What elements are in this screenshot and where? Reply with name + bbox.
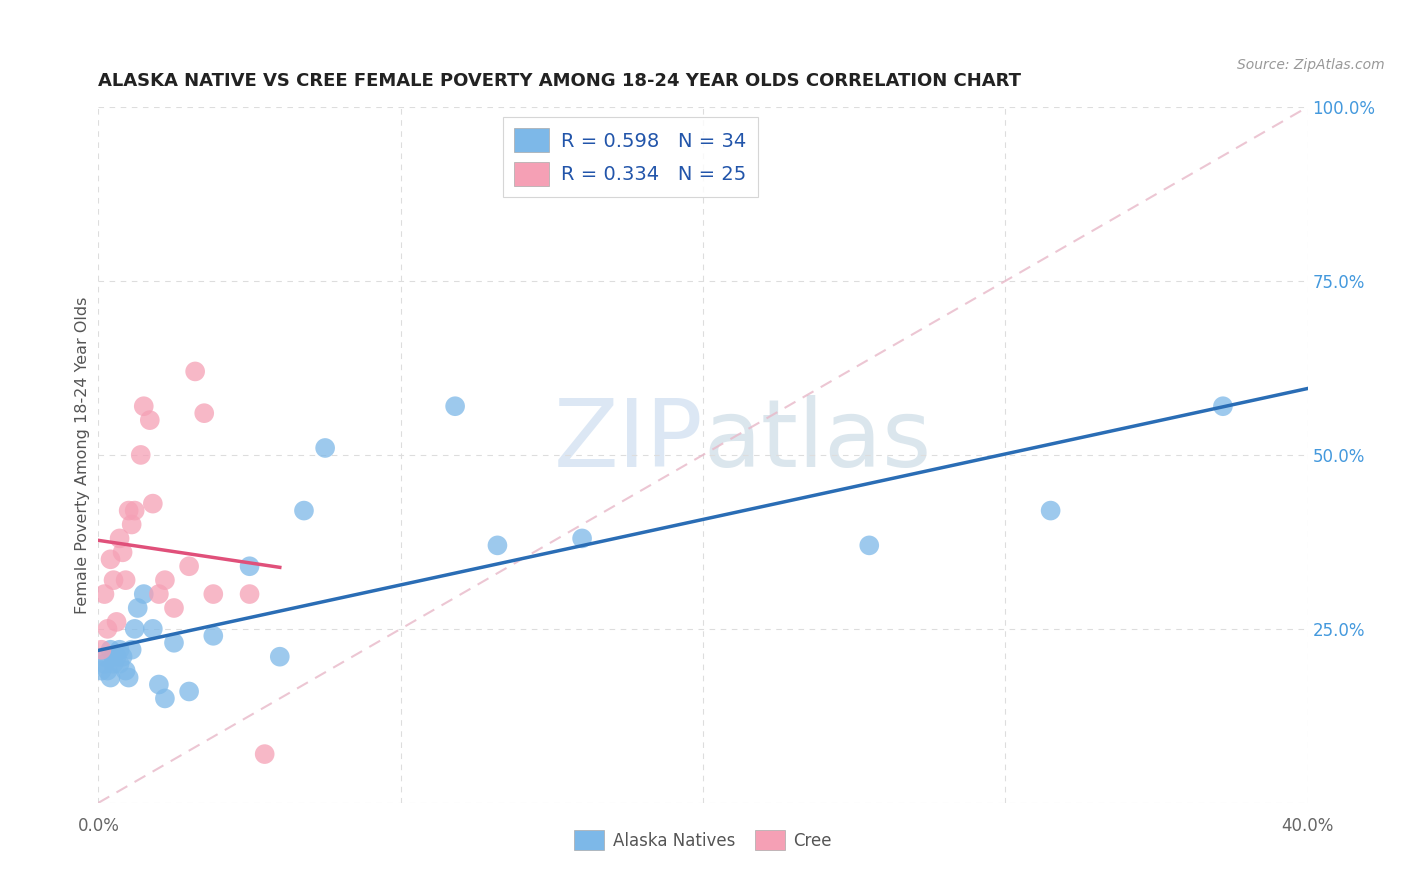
Text: ZIP: ZIP (554, 395, 703, 487)
Point (253, 747, 276, 761)
Point (100, 642, 122, 657)
Point (163, 636, 186, 650)
Point (148, 587, 170, 601)
Point (292, 503, 315, 517)
Point (1039, 503, 1062, 517)
Point (100, 671, 122, 685)
Text: ALASKA NATIVE VS CREE FEMALE POVERTY AMONG 18-24 YEAR OLDS CORRELATION CHART: ALASKA NATIVE VS CREE FEMALE POVERTY AMO… (98, 72, 1021, 90)
Point (121, 642, 143, 657)
Point (129, 448, 152, 462)
Y-axis label: Female Poverty Among 18-24 Year Olds: Female Poverty Among 18-24 Year Olds (75, 296, 90, 614)
Point (148, 677, 170, 691)
Point (108, 657, 131, 671)
Point (142, 622, 165, 636)
Point (239, 587, 262, 601)
Point (153, 691, 176, 706)
Point (96, 622, 118, 636)
Point (108, 532, 131, 546)
Point (269, 649, 291, 664)
Point (105, 649, 128, 664)
Legend: Alaska Natives, Cree: Alaska Natives, Cree (568, 823, 838, 857)
Point (103, 657, 125, 671)
Point (163, 601, 186, 615)
Point (93, 649, 115, 664)
Point (202, 587, 225, 601)
Point (193, 406, 215, 420)
Point (93, 587, 115, 601)
Point (118, 503, 141, 517)
Point (486, 538, 509, 552)
Text: atlas: atlas (703, 395, 931, 487)
Point (858, 538, 880, 552)
Point (124, 622, 146, 636)
Point (111, 545, 134, 559)
Point (132, 587, 155, 601)
Point (179, 559, 201, 574)
Point (121, 517, 143, 532)
Point (93, 657, 115, 671)
Point (111, 649, 134, 664)
Point (90, 664, 112, 678)
Point (202, 629, 225, 643)
Point (103, 649, 125, 664)
Point (184, 364, 207, 378)
Point (132, 399, 155, 413)
Point (118, 671, 141, 685)
Point (571, 532, 593, 546)
Point (239, 559, 262, 574)
Point (139, 413, 162, 427)
Text: Source: ZipAtlas.com: Source: ZipAtlas.com (1237, 58, 1385, 72)
Point (108, 642, 131, 657)
Point (314, 441, 336, 455)
Point (142, 497, 165, 511)
Point (153, 573, 176, 587)
Point (127, 601, 149, 615)
Point (96, 664, 118, 678)
Point (114, 573, 136, 587)
Point (179, 684, 201, 698)
Point (124, 503, 146, 517)
Point (444, 399, 467, 413)
Point (1212, 399, 1234, 413)
Point (90, 642, 112, 657)
Point (100, 552, 122, 566)
Point (103, 573, 125, 587)
Point (105, 615, 128, 629)
Point (114, 664, 136, 678)
